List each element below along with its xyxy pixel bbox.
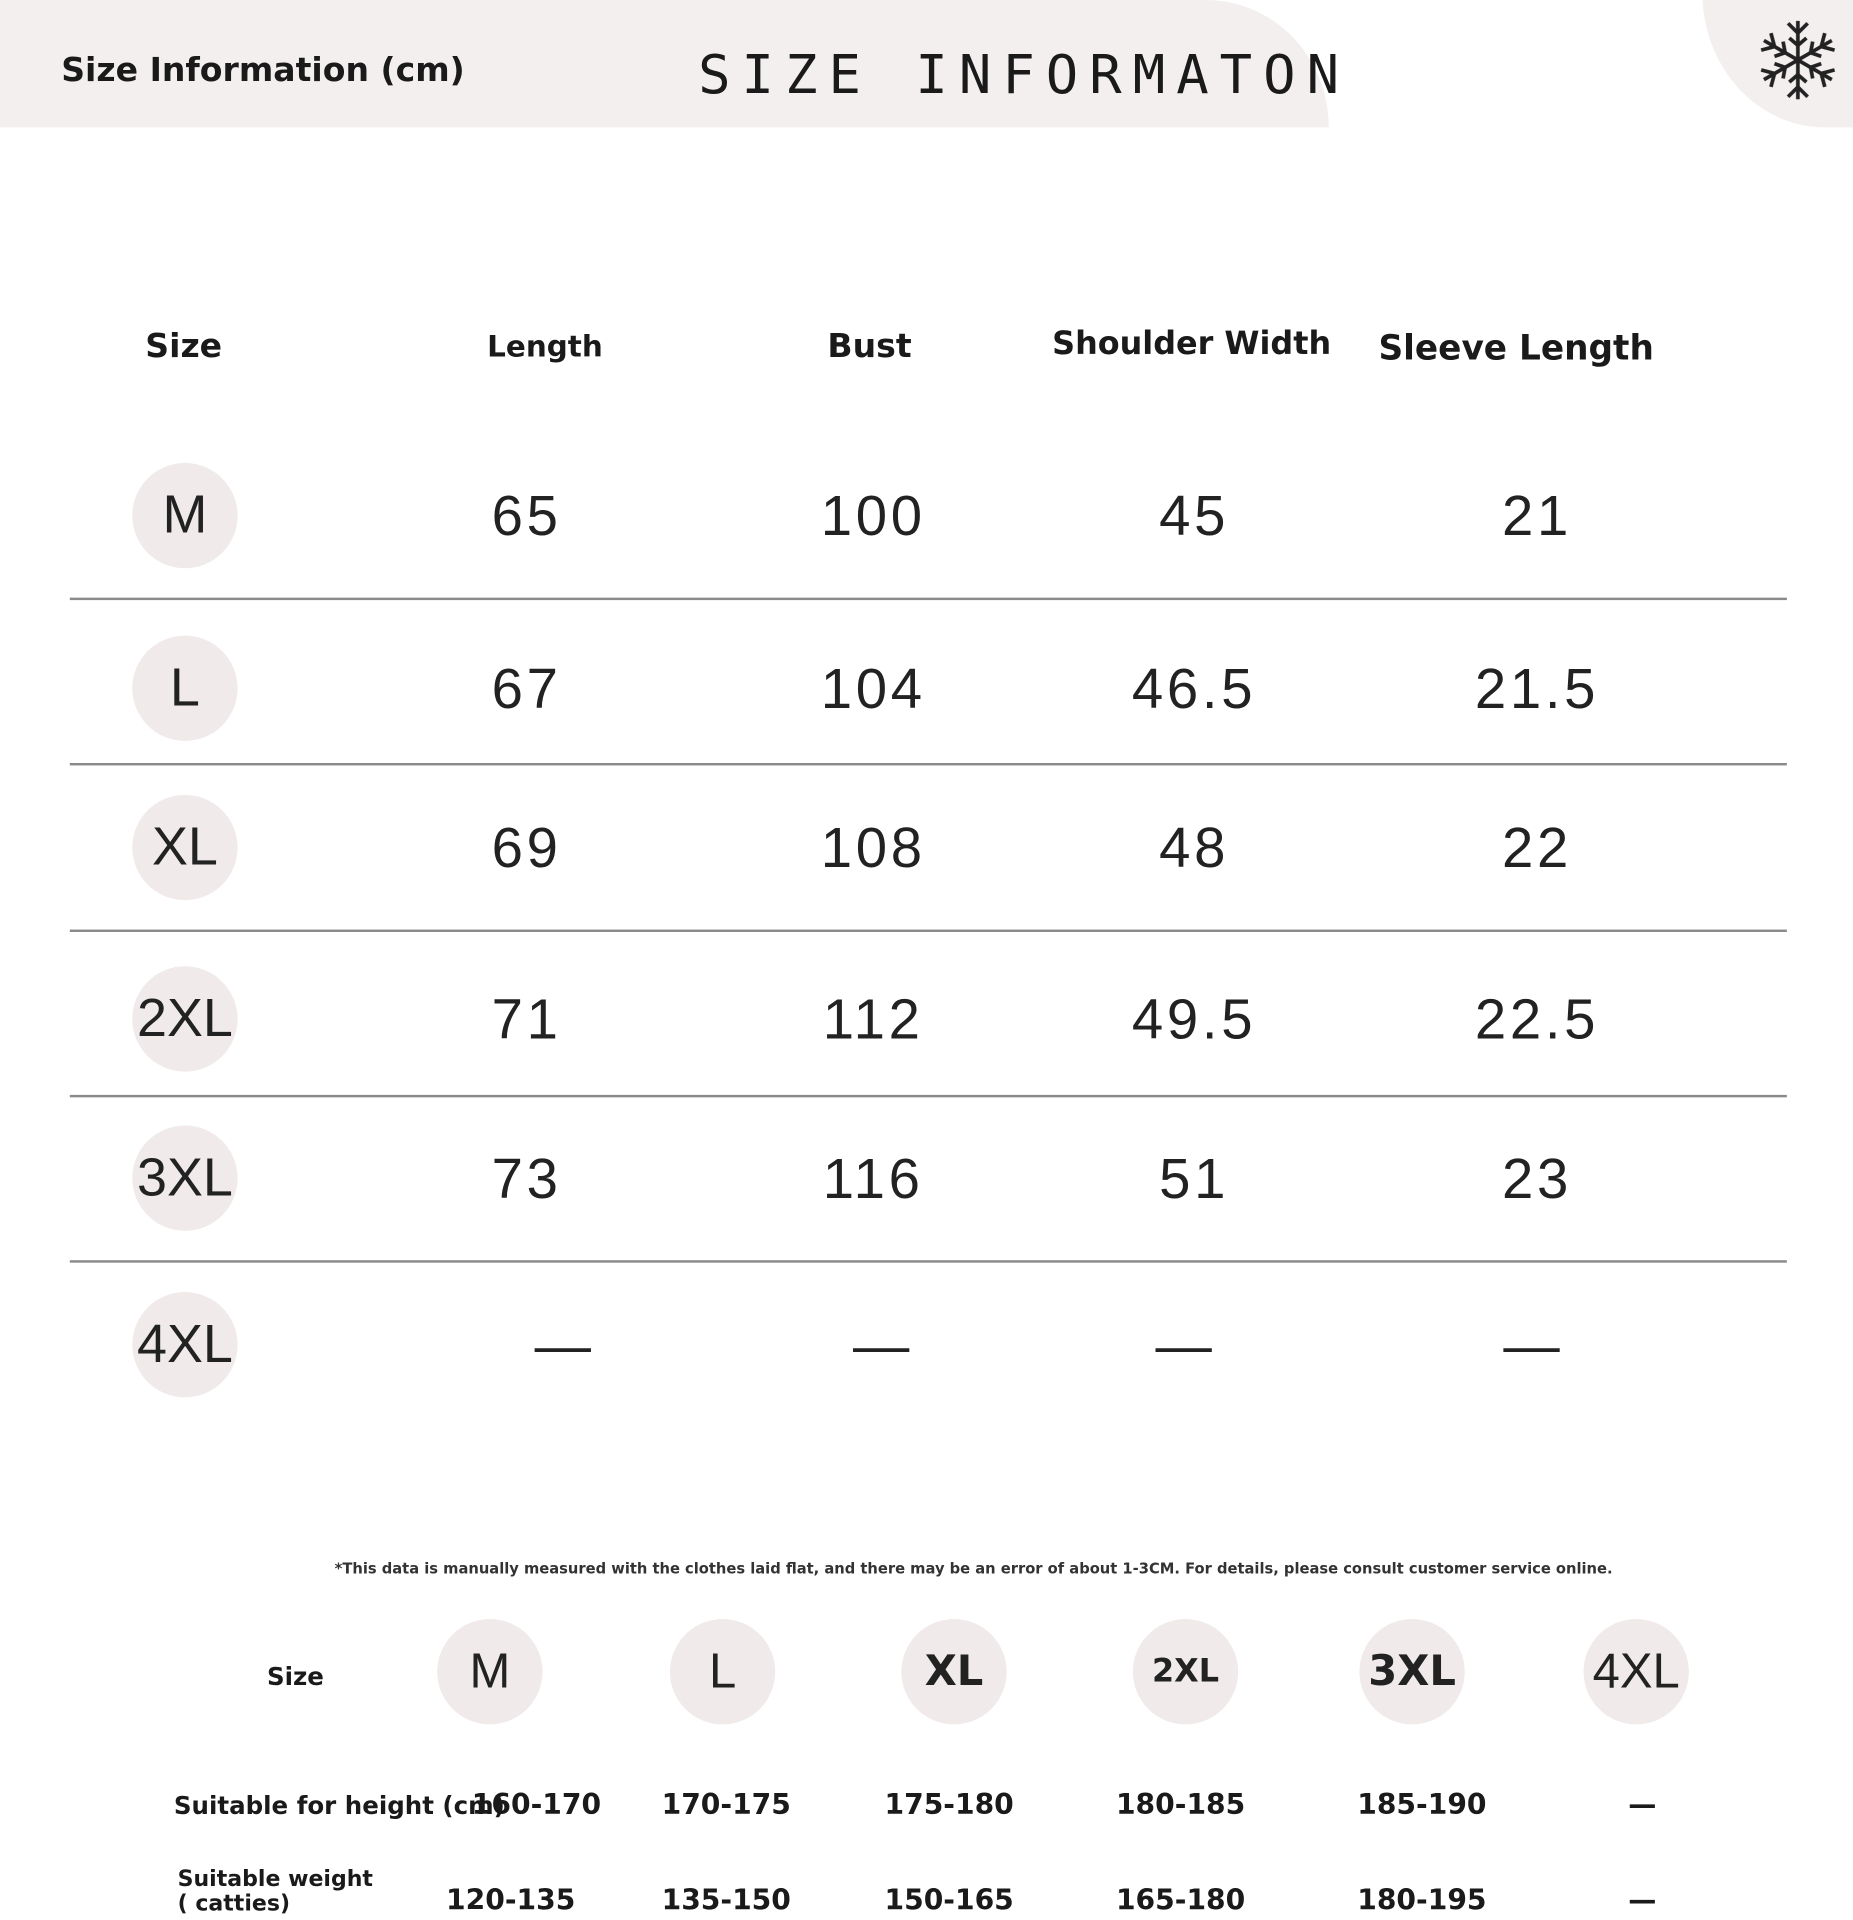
row-divider	[69, 1094, 1787, 1098]
table-cell: 49.5	[1131, 987, 1257, 1051]
table-cell: 69	[491, 815, 562, 880]
table-cell: 116	[822, 1146, 924, 1211]
fit-size-badge: 4XL	[1583, 1619, 1689, 1725]
fit-height-value: —	[1628, 1789, 1657, 1822]
fit-size-badge: XL	[901, 1619, 1007, 1725]
fit-height-value: 170-175	[661, 1789, 791, 1822]
table-cell: —	[1503, 1312, 1564, 1377]
col-header-bust: Bust	[827, 327, 912, 366]
table-cell: 67	[491, 656, 562, 721]
table-cell: 22.5	[1474, 987, 1600, 1051]
table-cell: 21.5	[1474, 656, 1600, 721]
table-cell: 21	[1501, 483, 1573, 548]
row-divider	[69, 597, 1787, 601]
fit-size-label: Size	[266, 1661, 324, 1692]
snowflake-icon	[1757, 20, 1839, 102]
table-cell: —	[534, 1312, 595, 1377]
fit-height-value: 185-190	[1357, 1789, 1487, 1822]
fit-height-value: 175-180	[884, 1789, 1014, 1822]
table-cell: 71	[491, 987, 562, 1051]
fit-weight-value: 180-195	[1357, 1884, 1487, 1917]
col-header-shoulder: Shoulder Width	[1052, 325, 1332, 363]
header-band	[0, 0, 1329, 128]
table-cell: 112	[822, 987, 924, 1051]
table-cell: 51	[1159, 1146, 1230, 1211]
fit-height-label: Suitable for height (cm)	[173, 1790, 505, 1820]
table-cell: 100	[820, 483, 926, 548]
size-badge: 2XL	[132, 966, 238, 1072]
row-divider	[69, 1260, 1787, 1263]
col-header-sleeve: Sleeve Length	[1378, 327, 1654, 369]
col-header-length: Length	[487, 329, 603, 364]
table-cell: 23	[1501, 1146, 1573, 1211]
fit-size-badge: 2XL	[1132, 1619, 1239, 1725]
table-cell: 65	[491, 483, 562, 548]
table-cell: 46.5	[1131, 656, 1257, 721]
size-badge: L	[132, 635, 238, 741]
table-cell: 48	[1159, 815, 1230, 880]
fit-size-badge: L	[669, 1619, 776, 1725]
header-center-title: SIZE INFORMATON	[698, 44, 1351, 107]
row-divider	[69, 762, 1787, 766]
table-cell: 104	[820, 656, 926, 721]
row-divider	[69, 929, 1787, 932]
table-cell: 45	[1159, 483, 1230, 548]
measurement-note: *This data is manually measured with the…	[334, 1560, 1613, 1578]
size-badge: M	[132, 462, 238, 569]
fit-size-badge: 3XL	[1359, 1619, 1465, 1725]
fit-height-value: 180-185	[1115, 1789, 1246, 1822]
fit-weight-label: Suitable weight ( catties)	[177, 1866, 373, 1917]
table-cell: —	[853, 1312, 914, 1377]
fit-size-badge: M	[437, 1619, 543, 1725]
col-header-size: Size	[145, 327, 223, 366]
fit-weight-value: 165-180	[1115, 1884, 1246, 1917]
size-badge: 3XL	[132, 1125, 238, 1231]
fit-weight-value: —	[1628, 1884, 1657, 1917]
size-badge: 4XL	[132, 1292, 238, 1398]
fit-height-value: 160-170	[471, 1789, 602, 1822]
fit-weight-value: 150-165	[884, 1884, 1014, 1917]
table-cell: 108	[820, 815, 926, 880]
table-cell: 22	[1501, 815, 1573, 880]
table-cell: —	[1155, 1312, 1216, 1377]
header-left-title: Size Information (cm)	[61, 51, 465, 90]
size-badge: XL	[132, 794, 238, 901]
fit-weight-value: 120-135	[446, 1884, 576, 1917]
fit-weight-value: 135-150	[661, 1884, 791, 1917]
table-cell: 73	[491, 1146, 562, 1211]
